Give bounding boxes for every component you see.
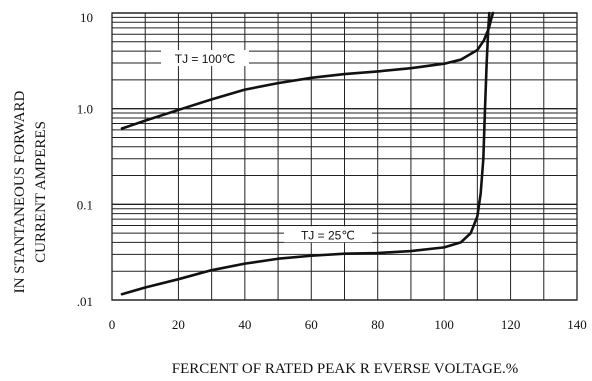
curve-label-background xyxy=(161,50,249,67)
y-tick-label: .01 xyxy=(77,294,93,309)
x-tick-label: 0 xyxy=(109,317,116,332)
curve-label: TJ = 100℃ xyxy=(175,52,236,66)
x-axis-label: FERCENT OF RATED PEAK R EVERSE VOLTAGE.% xyxy=(172,361,518,377)
y-tick-label: 10 xyxy=(80,10,93,25)
y-tick-label: 1.0 xyxy=(77,102,93,117)
plot-frame xyxy=(111,12,578,301)
x-tick-label: 100 xyxy=(434,317,454,332)
x-tick-label: 20 xyxy=(172,317,185,332)
curve-labels: TJ = 100℃ TJ = 25℃ xyxy=(161,50,372,243)
curve-label: TJ = 25℃ xyxy=(301,228,355,242)
y-axis-label-line2: CURRENT AMPERES xyxy=(33,121,49,263)
x-tick-label: 80 xyxy=(371,317,384,332)
axis-ticks: 0 20 40 60 80 100 120 140 10 1.0 0.1 .01 xyxy=(77,10,587,332)
x-tick-label: 40 xyxy=(238,317,251,332)
chart-series xyxy=(120,11,495,296)
series-line-tj-25 xyxy=(120,11,491,296)
y-tick-label: 0.1 xyxy=(77,197,93,212)
x-tick-label: 60 xyxy=(305,317,318,332)
curve-label-background xyxy=(283,226,372,243)
x-tick-label: 140 xyxy=(567,317,587,332)
series-line-tj-100 xyxy=(120,11,495,130)
y-axis-label-line1: IN STANTANEOUS FORWARD xyxy=(12,91,28,294)
x-tick-label: 120 xyxy=(501,317,521,332)
